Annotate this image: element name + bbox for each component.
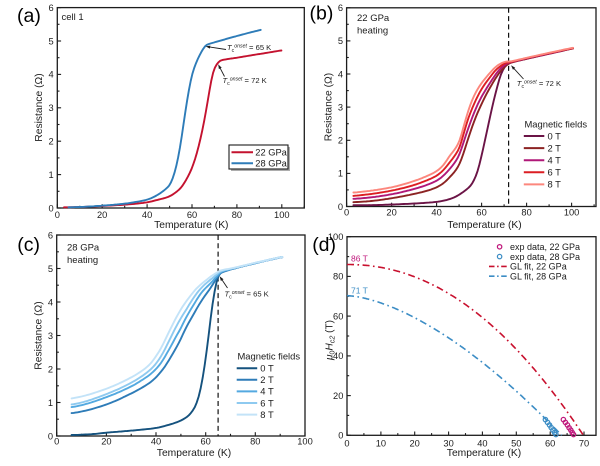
svg-text:5: 5	[49, 36, 54, 46]
svg-text:Magnetic fields: Magnetic fields	[525, 119, 588, 130]
svg-text:4 T: 4 T	[260, 386, 274, 397]
svg-text:40: 40	[431, 208, 441, 218]
svg-text:Tconset = 72 K: Tconset = 72 K	[223, 76, 267, 87]
svg-text:100: 100	[274, 210, 290, 220]
svg-text:1: 1	[49, 170, 54, 180]
svg-text:40: 40	[151, 437, 161, 447]
svg-text:80: 80	[521, 208, 531, 218]
svg-text:2 T: 2 T	[260, 374, 274, 385]
svg-text:60: 60	[187, 210, 197, 220]
svg-text:Resistance (Ω): Resistance (Ω)	[324, 73, 335, 141]
svg-text:0: 0	[338, 202, 343, 212]
svg-text:exp data, 28 GPa: exp data, 28 GPa	[510, 252, 580, 262]
svg-text:Temperature (K): Temperature (K)	[154, 220, 228, 231]
svg-text:86 T: 86 T	[351, 254, 368, 264]
svg-text:8 T: 8 T	[548, 179, 562, 190]
svg-text:1: 1	[48, 398, 53, 408]
svg-text:2: 2	[48, 364, 53, 374]
svg-text:20: 20	[333, 391, 343, 401]
svg-text:60: 60	[333, 311, 343, 321]
svg-text:2: 2	[49, 137, 54, 147]
svg-text:μ0Hc2 (T): μ0Hc2 (T)	[325, 320, 337, 361]
svg-text:4: 4	[338, 69, 343, 79]
svg-text:20: 20	[386, 208, 396, 218]
svg-text:0 T: 0 T	[548, 130, 562, 141]
svg-text:exp data, 22 GPa: exp data, 22 GPa	[510, 242, 580, 252]
svg-text:0: 0	[338, 431, 343, 441]
svg-text:6 T: 6 T	[260, 397, 274, 408]
svg-text:(d): (d)	[312, 234, 336, 256]
svg-text:60: 60	[201, 437, 211, 447]
svg-text:100: 100	[328, 232, 344, 242]
svg-text:Tconset = 65 K: Tconset = 65 K	[225, 290, 269, 301]
svg-text:(c): (c)	[17, 234, 40, 256]
svg-text:Temperature (K): Temperature (K)	[447, 220, 521, 231]
svg-text:0: 0	[344, 439, 349, 449]
svg-text:22 GPa: 22 GPa	[357, 13, 390, 24]
svg-text:70: 70	[579, 439, 589, 449]
svg-text:71 T: 71 T	[351, 286, 368, 296]
svg-text:1: 1	[338, 169, 343, 179]
svg-text:3: 3	[49, 103, 54, 113]
svg-text:100: 100	[297, 437, 313, 447]
svg-text:20: 20	[97, 210, 107, 220]
svg-text:60: 60	[476, 208, 486, 218]
svg-text:6: 6	[48, 230, 53, 240]
svg-text:4: 4	[49, 70, 54, 80]
svg-text:Temperature (K): Temperature (K)	[447, 448, 521, 459]
svg-text:6: 6	[49, 3, 54, 13]
svg-text:(b): (b)	[310, 3, 334, 25]
svg-text:3: 3	[338, 102, 343, 112]
svg-text:0: 0	[54, 437, 59, 447]
svg-text:0: 0	[48, 431, 53, 441]
svg-text:4 T: 4 T	[548, 155, 562, 166]
svg-text:80: 80	[333, 272, 343, 282]
svg-text:22 GPa: 22 GPa	[255, 148, 287, 158]
svg-text:5: 5	[48, 264, 53, 274]
svg-text:5: 5	[338, 36, 343, 46]
svg-text:40: 40	[333, 351, 343, 361]
svg-text:20: 20	[101, 437, 111, 447]
svg-text:cell 1: cell 1	[62, 12, 84, 23]
svg-text:heating: heating	[357, 26, 388, 37]
svg-text:80: 80	[250, 437, 260, 447]
svg-text:40: 40	[477, 439, 487, 449]
svg-text:0 T: 0 T	[260, 363, 274, 374]
svg-text:0: 0	[49, 203, 54, 213]
svg-text:2: 2	[338, 136, 343, 146]
svg-text:2 T: 2 T	[548, 142, 562, 153]
svg-text:6: 6	[338, 3, 343, 13]
svg-text:10: 10	[376, 439, 386, 449]
svg-text:100: 100	[564, 208, 580, 218]
svg-text:GL fit, 28 GPa: GL fit, 28 GPa	[510, 271, 567, 281]
svg-text:28 GPa: 28 GPa	[255, 159, 287, 169]
svg-text:4: 4	[48, 297, 53, 307]
svg-text:80: 80	[232, 210, 242, 220]
svg-text:0: 0	[55, 210, 60, 220]
svg-text:28 GPa: 28 GPa	[67, 243, 100, 254]
svg-text:Tconset = 65 K: Tconset = 65 K	[227, 43, 271, 54]
svg-text:3: 3	[48, 331, 53, 341]
svg-text:Tconset = 72 K: Tconset = 72 K	[517, 79, 561, 90]
svg-text:30: 30	[443, 439, 453, 449]
svg-text:Temperature (K): Temperature (K)	[157, 448, 231, 459]
svg-text:8 T: 8 T	[260, 409, 274, 420]
svg-text:50: 50	[511, 439, 521, 449]
svg-text:40: 40	[142, 210, 152, 220]
svg-text:0: 0	[344, 208, 349, 218]
svg-text:Magnetic fields: Magnetic fields	[238, 350, 301, 361]
svg-text:Resistance (Ω): Resistance (Ω)	[34, 73, 45, 141]
svg-text:60: 60	[545, 439, 555, 449]
svg-text:GL fit, 22 GPa: GL fit, 22 GPa	[510, 262, 567, 272]
svg-text:(a): (a)	[17, 5, 41, 27]
svg-text:heating: heating	[67, 255, 98, 266]
svg-text:20: 20	[410, 439, 420, 449]
svg-text:Resistance (Ω): Resistance (Ω)	[34, 301, 45, 369]
svg-text:6 T: 6 T	[548, 167, 562, 178]
